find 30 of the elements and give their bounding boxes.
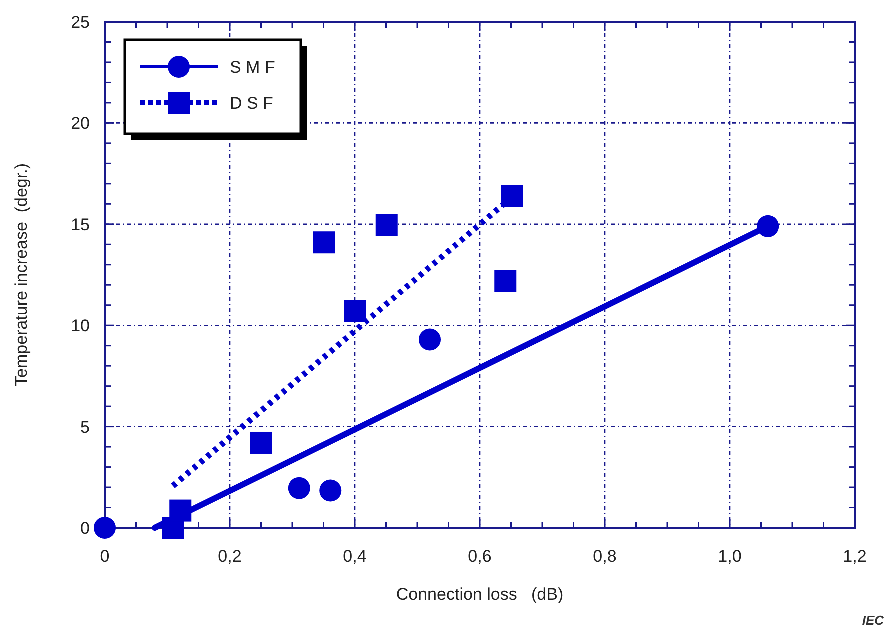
y-tick-label: 25 xyxy=(71,12,90,32)
y-tick-label: 15 xyxy=(71,215,90,234)
x-tick-label: 0,4 xyxy=(343,547,367,566)
x-tick-label: 1,2 xyxy=(843,547,867,566)
point xyxy=(502,185,524,208)
x-tick-label: 0,2 xyxy=(218,547,242,566)
y-tick-label: 0 xyxy=(80,518,90,538)
y-tick-label: 5 xyxy=(80,418,90,437)
point xyxy=(250,432,272,454)
legend-label: D S F xyxy=(230,94,274,113)
point xyxy=(94,517,116,539)
point xyxy=(313,232,336,254)
x-axis-title: Connection loss (dB) xyxy=(396,585,564,604)
point xyxy=(757,215,780,238)
y-tick-label: 20 xyxy=(71,114,90,134)
x-tick-label: 0,6 xyxy=(468,547,492,566)
legend-label: S M F xyxy=(230,58,276,77)
point xyxy=(419,328,441,351)
point xyxy=(170,500,192,522)
text: IEC xyxy=(862,613,885,628)
x-tick-label: 0,8 xyxy=(593,547,617,566)
y-tick-label: 10 xyxy=(71,316,90,336)
point xyxy=(376,214,398,236)
point xyxy=(320,480,342,502)
x-tick-label: 0 xyxy=(100,547,110,566)
point xyxy=(344,300,366,322)
point xyxy=(494,270,517,292)
x-tick-label: 1,0 xyxy=(718,547,742,566)
point xyxy=(288,477,310,500)
y-axis-title: Temperature increase (degr.) xyxy=(12,164,31,386)
